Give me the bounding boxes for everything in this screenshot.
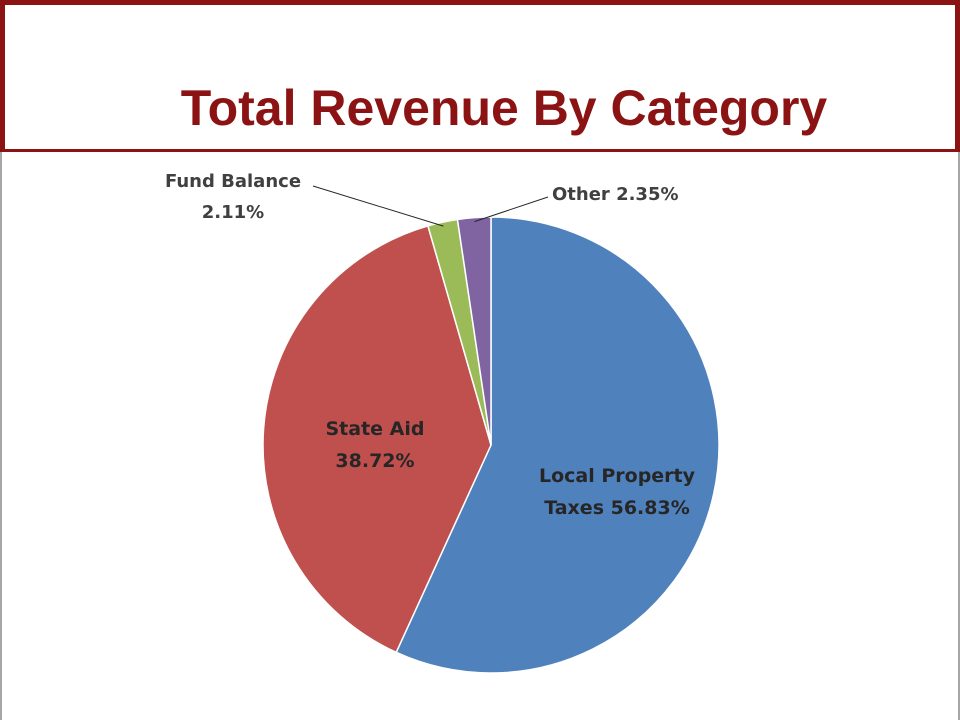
label-local-property-line1: Local Property	[539, 465, 696, 487]
pie-slices	[262, 216, 720, 674]
pie-slice-local-property-taxes	[395, 216, 720, 674]
title-band	[0, 0, 960, 152]
label-other: Other 2.35%	[552, 184, 679, 205]
leader-line-fund-balance	[312, 185, 444, 227]
pie-slice-state-aid	[262, 224, 492, 654]
label-local-property-line2: Taxes 56.83%	[544, 497, 690, 519]
label-state-aid-line2: 38.72%	[335, 450, 414, 472]
label-state-aid-line1: State Aid	[326, 418, 425, 440]
pie-labels: Local Property Taxes 56.83% State Aid 38…	[165, 171, 696, 519]
label-fund-balance-line1: Fund Balance	[165, 171, 301, 192]
content-frame	[0, 152, 960, 720]
leader-lines	[312, 185, 549, 227]
slide-title: Total Revenue By Category	[180, 80, 828, 136]
leader-line-other	[474, 196, 549, 223]
label-fund-balance-line2: 2.11%	[202, 202, 264, 223]
pie-slice-other	[456, 216, 492, 446]
